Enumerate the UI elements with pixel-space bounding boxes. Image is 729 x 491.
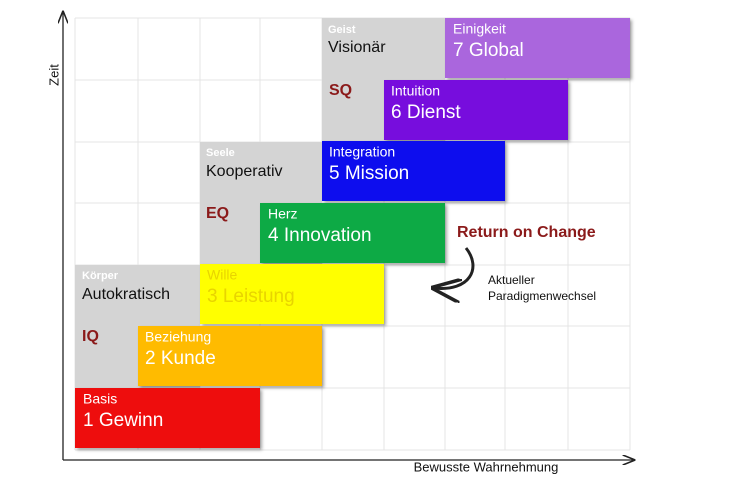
stage-block — [200, 264, 384, 324]
stage-label: Wille — [207, 267, 238, 283]
stage-block — [260, 203, 445, 263]
stage-block — [75, 388, 260, 448]
quotient: IQ — [82, 328, 99, 345]
stage-title: 1 Gewinn — [83, 410, 163, 431]
level-name: Autokratisch — [82, 286, 170, 303]
quotient: SQ — [329, 82, 352, 99]
level-header: Geist — [328, 24, 356, 36]
annotation-title: Return on Change — [457, 224, 596, 241]
x-axis-label: Bewusste Wahrnehmung — [414, 459, 559, 474]
stage-title: 2 Kunde — [145, 348, 216, 369]
stage-title: 5 Mission — [329, 163, 409, 184]
stage-block — [138, 326, 322, 386]
stage-title: 7 Global — [453, 40, 524, 61]
stage-label: Herz — [268, 206, 298, 222]
stage-label: Basis — [83, 391, 117, 407]
level-name: Visionär — [328, 39, 386, 56]
curved-arrow — [434, 247, 475, 288]
stage-label: Einigkeit — [453, 21, 506, 37]
stage-label: Beziehung — [145, 329, 211, 345]
stage-block — [384, 80, 568, 140]
stage-title: 4 Innovation — [268, 225, 372, 246]
level-name: Kooperativ — [206, 163, 283, 180]
stage-blocks — [75, 18, 630, 448]
y-axis-label: Zeit — [46, 64, 61, 86]
annotation-line: Aktueller — [488, 273, 535, 287]
stage-block — [445, 18, 630, 78]
stage-title: 3 Leistung — [207, 286, 295, 307]
level-header: Körper — [82, 270, 119, 282]
stage-label: Intuition — [391, 83, 440, 99]
stage-texts: Basis 1 Gewinn Beziehung 2 Kunde Wille 3… — [83, 21, 524, 431]
stage-block — [322, 141, 505, 201]
stage-title: 6 Dienst — [391, 102, 461, 123]
annotation-line: Paradigmenwechsel — [488, 289, 596, 303]
stage-label: Integration — [329, 144, 395, 160]
level-header: Seele — [206, 147, 235, 159]
quotient: EQ — [206, 205, 229, 222]
